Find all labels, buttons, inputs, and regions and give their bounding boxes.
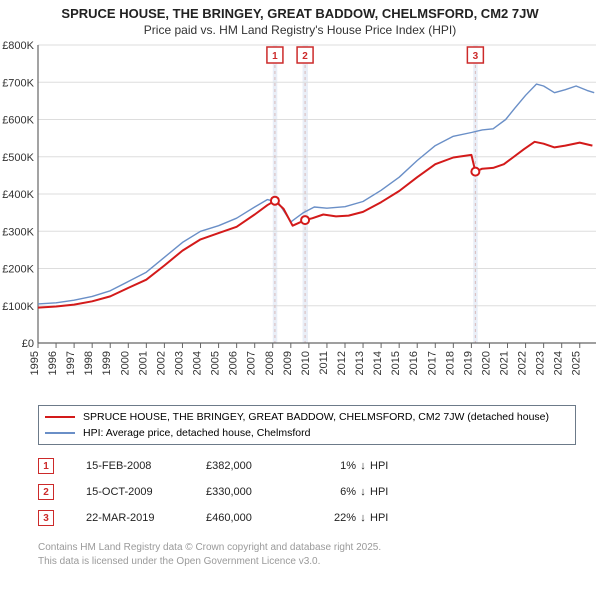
svg-text:2019: 2019 <box>462 351 474 375</box>
legend-swatch-blue <box>45 432 75 434</box>
svg-text:2011: 2011 <box>318 351 330 375</box>
sale-date-2: 15-OCT-2009 <box>86 486 206 498</box>
svg-text:2009: 2009 <box>282 351 294 375</box>
svg-text:£0: £0 <box>22 338 34 350</box>
svg-text:2015: 2015 <box>390 351 402 375</box>
sale-row-1: 1 15-FEB-2008 £382,000 1% ↓ HPI <box>38 453 576 479</box>
sale-vs-2: HPI <box>370 486 400 498</box>
sale-pct-2: 6% <box>306 486 356 498</box>
svg-text:2007: 2007 <box>246 351 258 375</box>
sale-row-2: 2 15-OCT-2009 £330,000 6% ↓ HPI <box>38 479 576 505</box>
svg-text:2023: 2023 <box>535 351 547 375</box>
svg-text:2005: 2005 <box>210 351 222 375</box>
title-block: SPRUCE HOUSE, THE BRINGEY, GREAT BADDOW,… <box>0 0 600 39</box>
svg-text:£100K: £100K <box>2 301 34 313</box>
footnote-line-1: Contains HM Land Registry data © Crown c… <box>38 541 576 555</box>
svg-text:3: 3 <box>473 51 479 62</box>
footnote-line-2: This data is licensed under the Open Gov… <box>38 555 576 569</box>
sale-vs-3: HPI <box>370 512 400 524</box>
svg-text:£200K: £200K <box>2 264 34 276</box>
sale-price-1: £382,000 <box>206 460 306 472</box>
svg-text:2010: 2010 <box>300 351 312 375</box>
sale-pct-1: 1% <box>306 460 356 472</box>
svg-text:2008: 2008 <box>264 351 276 375</box>
svg-text:£600K: £600K <box>2 115 34 127</box>
legend-label-red: SPRUCE HOUSE, THE BRINGEY, GREAT BADDOW,… <box>83 411 549 423</box>
svg-text:£400K: £400K <box>2 189 34 201</box>
svg-text:2018: 2018 <box>444 351 456 375</box>
sale-price-3: £460,000 <box>206 512 306 524</box>
legend-item-red: SPRUCE HOUSE, THE BRINGEY, GREAT BADDOW,… <box>45 409 569 425</box>
svg-text:1996: 1996 <box>47 351 59 375</box>
svg-text:2006: 2006 <box>228 351 240 375</box>
sale-row-3: 3 22-MAR-2019 £460,000 22% ↓ HPI <box>38 505 576 531</box>
svg-text:1999: 1999 <box>101 351 113 375</box>
sale-marker-1: 1 <box>38 458 54 474</box>
svg-text:2016: 2016 <box>408 351 420 375</box>
sale-marker-3: 3 <box>38 510 54 526</box>
svg-text:2001: 2001 <box>137 351 149 375</box>
svg-text:£500K: £500K <box>2 152 34 164</box>
chart-area: £0 £100K £200K £300K £400K £500K £600K £700K £80… <box>0 39 600 399</box>
sales-table: 1 15-FEB-2008 £382,000 1% ↓ HPI 2 15-OCT… <box>38 453 576 531</box>
svg-text:£300K: £300K <box>2 226 34 238</box>
legend-item-blue: HPI: Average price, detached house, Chel… <box>45 425 569 441</box>
svg-text:2002: 2002 <box>155 351 167 375</box>
svg-text:2025: 2025 <box>571 351 583 375</box>
svg-text:2000: 2000 <box>119 351 131 375</box>
svg-text:1998: 1998 <box>83 351 95 375</box>
svg-text:1995: 1995 <box>29 351 41 375</box>
legend-swatch-red <box>45 416 75 419</box>
svg-text:2020: 2020 <box>480 351 492 375</box>
svg-text:2017: 2017 <box>426 351 438 375</box>
down-arrow-icon: ↓ <box>356 486 370 498</box>
svg-text:2012: 2012 <box>336 351 348 375</box>
svg-text:2: 2 <box>302 51 308 62</box>
footnote: Contains HM Land Registry data © Crown c… <box>38 541 576 568</box>
svg-text:2024: 2024 <box>553 351 565 375</box>
figure-container: SPRUCE HOUSE, THE BRINGEY, GREAT BADDOW,… <box>0 0 600 568</box>
sale-vs-1: HPI <box>370 460 400 472</box>
svg-text:2022: 2022 <box>517 351 529 375</box>
svg-text:2003: 2003 <box>173 351 185 375</box>
title-line-2: Price paid vs. HM Land Registry's House … <box>8 23 592 37</box>
svg-text:2014: 2014 <box>372 351 384 375</box>
svg-text:2013: 2013 <box>354 351 366 375</box>
legend-label-blue: HPI: Average price, detached house, Chel… <box>83 427 310 439</box>
sale-pct-3: 22% <box>306 512 356 524</box>
sale-marker-2: 2 <box>38 484 54 500</box>
down-arrow-icon: ↓ <box>356 460 370 472</box>
legend: SPRUCE HOUSE, THE BRINGEY, GREAT BADDOW,… <box>38 405 576 445</box>
svg-text:1: 1 <box>272 51 278 62</box>
chart-svg: £0 £100K £200K £300K £400K £500K £600K £700K £80… <box>0 39 600 399</box>
svg-text:2021: 2021 <box>499 351 511 375</box>
svg-text:2004: 2004 <box>192 351 204 375</box>
down-arrow-icon: ↓ <box>356 512 370 524</box>
sale-date-3: 22-MAR-2019 <box>86 512 206 524</box>
svg-text:1997: 1997 <box>65 351 77 375</box>
svg-text:£800K: £800K <box>2 40 34 52</box>
sale-date-1: 15-FEB-2008 <box>86 460 206 472</box>
sale-price-2: £330,000 <box>206 486 306 498</box>
title-line-1: SPRUCE HOUSE, THE BRINGEY, GREAT BADDOW,… <box>8 6 592 21</box>
svg-text:£700K: £700K <box>2 77 34 89</box>
